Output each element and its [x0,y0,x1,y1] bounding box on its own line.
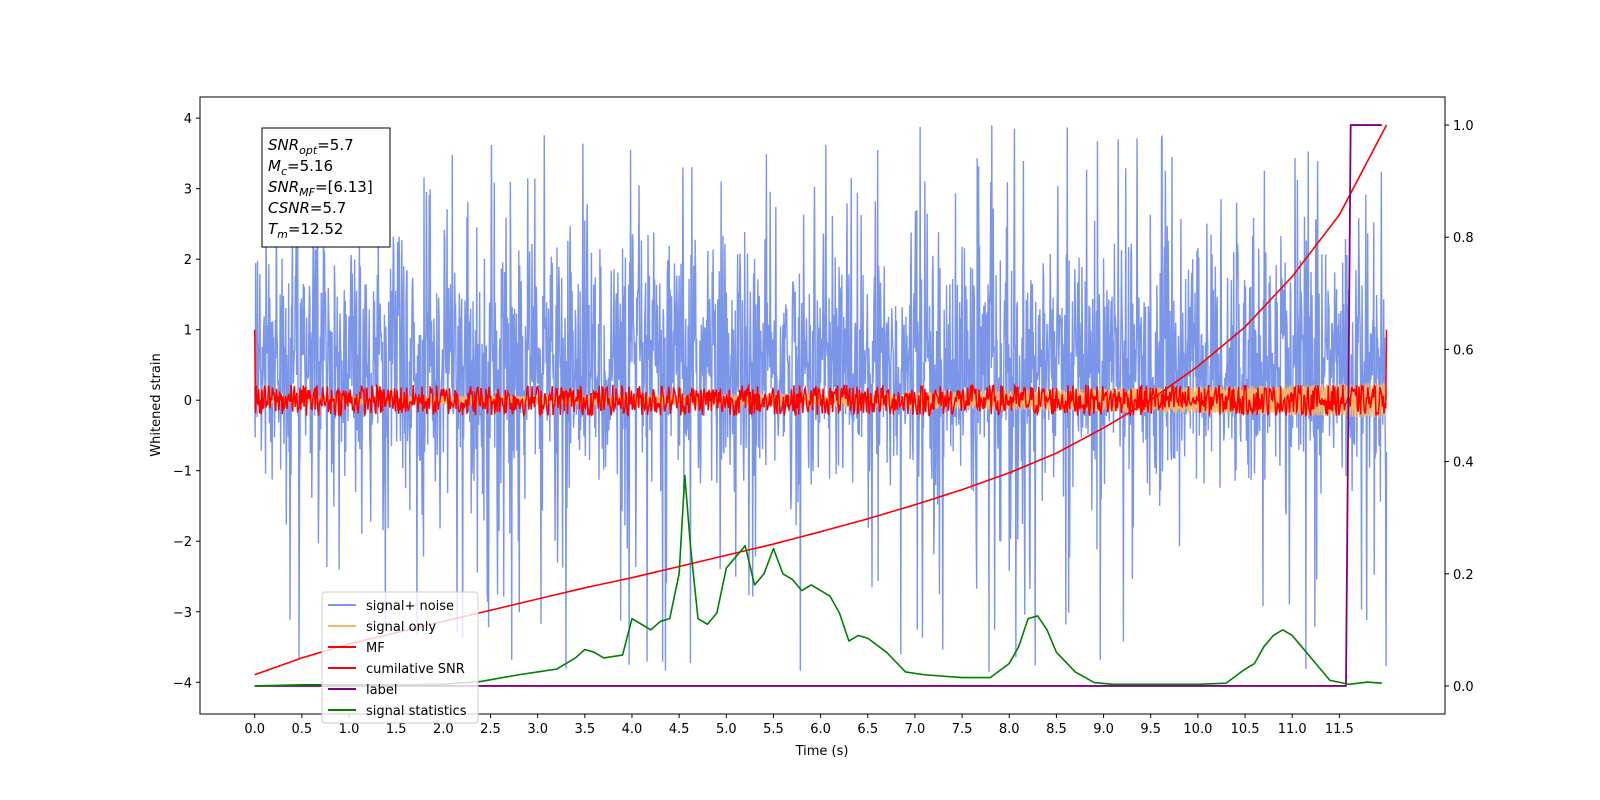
series-label [254,124,1382,687]
x-tick-label: 3.5 [574,722,595,737]
y-tick-label: −2 [173,535,192,550]
legend-label: MF [366,641,385,656]
info-box-line: SNRMF=[6.13] [268,178,373,199]
x-tick-label: 5.5 [763,722,784,737]
x-tick-label: 7.0 [905,722,926,737]
x-tick-label: 11.0 [1278,722,1307,737]
x-tick-label: 4.0 [622,722,643,737]
y2-tick-label: 0.0 [1453,680,1474,695]
x-axis: 0.0 0.5 1.0 1.5 2.0 2.5 3.0 3.5 4.0 4.5 5.0 5.5 6.0 6… [244,714,1354,737]
legend-label: signal only [366,620,436,635]
y-tick-label: 0 [184,394,192,409]
x-tick-label: 10.5 [1231,722,1260,737]
x-tick-label: 6.0 [810,722,831,737]
legend-label: signal statistics [366,704,467,719]
x-tick-label: 9.5 [1140,722,1161,737]
x-tick-label: 4.5 [669,722,690,737]
x-tick-label: 1.0 [339,722,360,737]
y2-tick-label: 0.2 [1453,568,1474,583]
x-tick-label: 6.5 [857,722,878,737]
x-tick-label: 2.5 [480,722,501,737]
x-tick-label: 0.5 [292,722,313,737]
y-tick-label: 4 [184,112,192,127]
y2-tick-label: 0.6 [1453,343,1474,358]
legend-label: signal+ noise [366,599,454,614]
x-tick-label: 8.0 [999,722,1020,737]
legend-frame [321,591,479,724]
info-box-line: SNRopt=5.7 [268,136,354,157]
x-tick-label: 3.0 [527,722,548,737]
legend-label: label [366,683,397,698]
info-box-line: CSNR=5.7 [268,199,346,217]
y2-tick-label: 0.4 [1453,456,1474,471]
series-mf [253,329,1388,418]
y2-tick-label: 0.8 [1453,231,1474,246]
x-tick-label: 8.5 [1046,722,1067,737]
y-axis-right: 1.0 0.8 0.6 0.4 0.2 0.0 [1445,119,1474,695]
y-axis-left: 4 3 2 1 0 −1 −2 −3 −4 [173,112,200,691]
y-tick-label: 1 [184,324,192,339]
y-tick-label: −3 [173,606,192,621]
info-box-frame [261,127,391,248]
x-axis-title: Time (s) [795,744,849,759]
series-signal-noise [254,125,1388,672]
x-tick-label: 2.0 [433,722,454,737]
x-tick-label: 7.5 [952,722,973,737]
legend-label: cumilative SNR [366,662,465,677]
legend: signal+ noise signal only MF cumilative SNR… [321,591,479,724]
x-tick-label: 1.5 [386,722,407,737]
x-tick-label: 0.0 [244,722,265,737]
y-tick-label: 3 [184,183,192,198]
plot-frame [199,96,1446,715]
y2-tick-label: 1.0 [1453,119,1474,134]
x-tick-label: 5.0 [716,722,737,737]
x-tick-label: 9.0 [1093,722,1114,737]
x-tick-label: 11.5 [1325,722,1354,737]
y-tick-label: −1 [173,465,192,480]
y-tick-label: 2 [184,253,192,268]
y-tick-label: −4 [173,676,192,691]
x-tick-label: 10.0 [1183,722,1212,737]
series-signal-statistics [254,474,1382,687]
info-box-line: Mc=5.16 [268,157,333,178]
y-axis-title: Whitened strain [149,353,164,456]
info-box-line: Tm=12.52 [268,220,343,241]
